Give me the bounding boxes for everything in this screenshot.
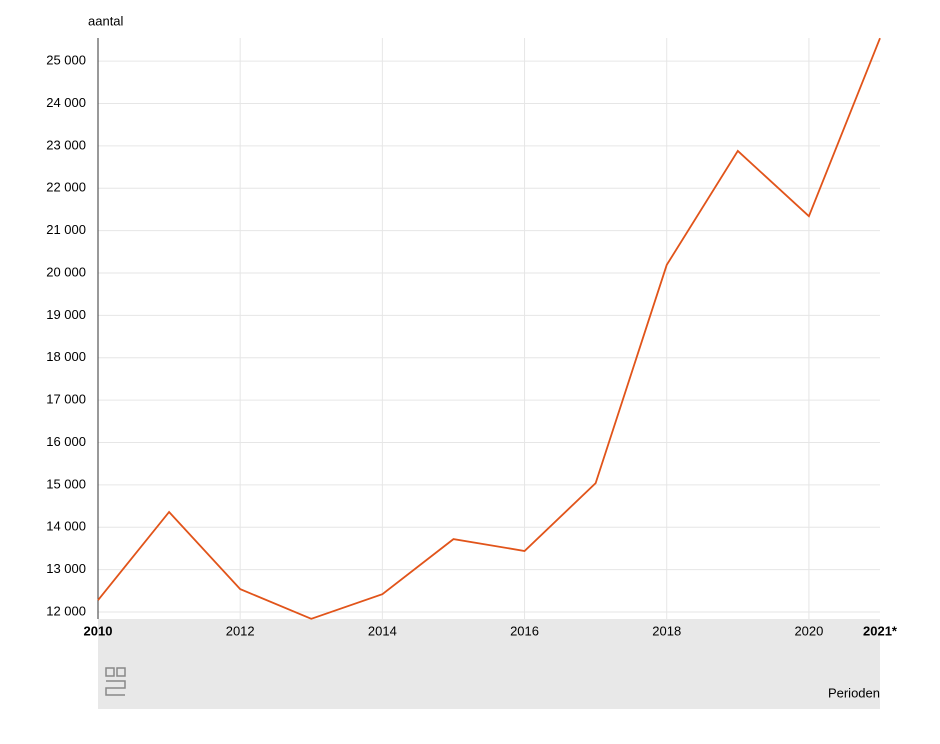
- x-tick-label: 2014: [368, 623, 397, 638]
- y-tick-label: 20 000: [46, 264, 86, 279]
- y-tick-label: 24 000: [46, 95, 86, 110]
- data-line: [97, 37, 881, 620]
- x-axis-title: Perioden: [828, 685, 880, 700]
- x-tick-label: 2021*: [863, 623, 898, 638]
- y-axis-title: aantal: [88, 13, 124, 28]
- y-tick-label: 19 000: [46, 307, 86, 322]
- x-axis-band: [98, 619, 880, 709]
- y-tick-label: 15 000: [46, 476, 86, 491]
- x-tick-label: 2012: [226, 623, 255, 638]
- y-tick-label: 21 000: [46, 222, 86, 237]
- x-tick-label: 2020: [794, 623, 823, 638]
- x-tick-label: 2018: [652, 623, 681, 638]
- y-tick-label: 25 000: [46, 53, 86, 68]
- y-tick-label: 14 000: [46, 519, 86, 534]
- y-tick-label: 18 000: [46, 349, 86, 364]
- x-tick-label: 2010: [84, 623, 113, 638]
- cbs-logo: [105, 667, 126, 696]
- y-tick-label: 23 000: [46, 137, 86, 152]
- x-tick-label: 2016: [510, 623, 539, 638]
- y-tick-label: 12 000: [46, 603, 86, 618]
- y-tick-label: 22 000: [46, 180, 86, 195]
- y-tick-label: 13 000: [46, 561, 86, 576]
- y-tick-label: 17 000: [46, 392, 86, 407]
- y-tick-label: 16 000: [46, 434, 86, 449]
